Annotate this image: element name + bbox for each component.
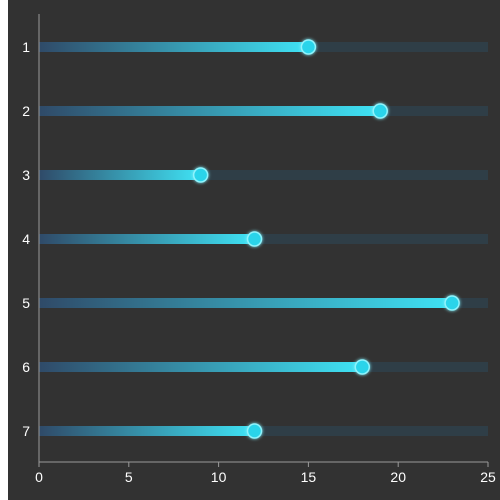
bar-5 [39, 298, 453, 308]
y-tick-label-7: 7 [22, 423, 30, 439]
bar-end-dot-7 [246, 423, 263, 439]
y-tick-label-5: 5 [22, 295, 30, 311]
x-tick-label-25: 25 [480, 469, 496, 485]
tick-labels: 1 2 3 4 5 6 7 0 5 10 15 20 25 [22, 39, 496, 485]
x-tick-label-0: 0 [35, 469, 43, 485]
bar-end-dot-2 [372, 103, 388, 119]
bar-6 [39, 362, 363, 372]
bar-end-dot-4 [246, 231, 263, 247]
bar-2 [39, 106, 381, 116]
x-tick-label-10: 10 [211, 469, 227, 485]
y-tick-label-3: 3 [22, 167, 30, 183]
bar-track-4 [39, 234, 488, 244]
plot-background [8, 0, 500, 500]
x-tick-label-5: 5 [125, 469, 133, 485]
bar-track-7 [39, 426, 488, 436]
bar-end-dot-6 [354, 359, 371, 375]
bar-7 [39, 426, 255, 436]
bar-track-3 [39, 170, 488, 180]
bar-layer [39, 42, 453, 436]
axes [38, 14, 489, 467]
bar-1 [39, 42, 309, 52]
dot-layer [192, 39, 460, 439]
y-tick-label-1: 1 [22, 39, 30, 55]
x-tick-label-15: 15 [301, 469, 317, 485]
y-tick-label-2: 2 [22, 103, 30, 119]
bar-end-dot-3 [192, 167, 209, 183]
bar-3 [39, 170, 201, 180]
bar-end-dot-5 [444, 295, 460, 311]
x-tick-label-20: 20 [390, 469, 406, 485]
bar-end-dot-1 [300, 39, 317, 55]
y-tick-label-4: 4 [22, 231, 30, 247]
bar-4 [39, 234, 255, 244]
y-tick-label-6: 6 [22, 359, 30, 375]
